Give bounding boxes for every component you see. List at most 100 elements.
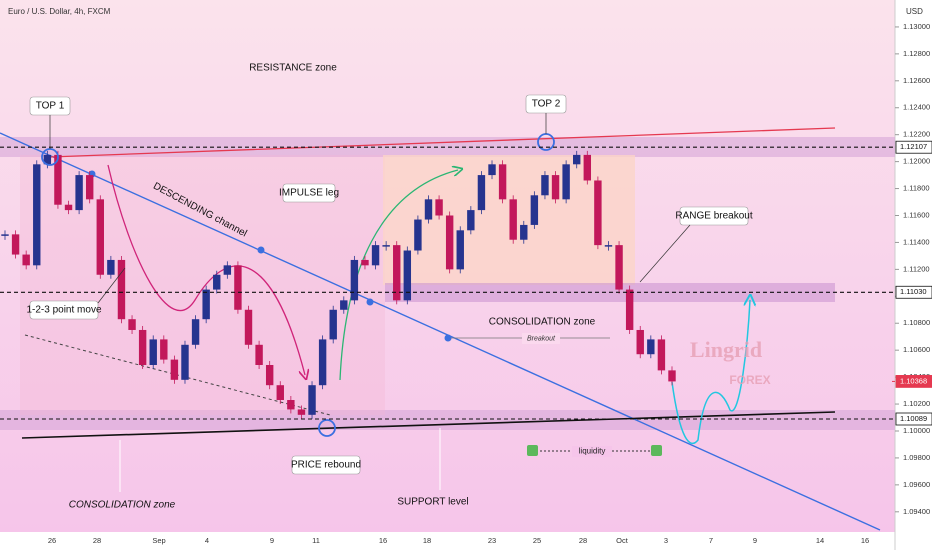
candle	[96, 199, 104, 275]
y-tick-label: 1.12800	[903, 49, 930, 58]
candle	[583, 154, 592, 181]
x-tick-label: 4	[205, 536, 209, 545]
candle	[477, 175, 486, 211]
candle	[149, 339, 157, 365]
rebound-marker	[318, 419, 336, 437]
annotation: CONSOLIDATION zone	[69, 500, 176, 511]
annotation: RESISTANCE zone	[249, 63, 337, 74]
annotation: RANGE breakout	[675, 211, 752, 222]
candle	[520, 224, 528, 240]
candle	[318, 339, 327, 386]
x-tick-label: 23	[488, 536, 496, 545]
y-tick-label: 1.10000	[903, 426, 930, 435]
pivot	[257, 246, 265, 254]
candle	[160, 339, 168, 360]
candle	[117, 259, 126, 320]
candle	[350, 259, 359, 301]
y-tick-label: 1.11200	[903, 264, 930, 273]
candle	[244, 309, 253, 345]
candle	[170, 359, 179, 380]
candle	[75, 175, 83, 211]
y-tick-label: 1.12400	[903, 103, 930, 112]
candle	[488, 164, 496, 176]
y-tick-label: 1.13000	[903, 22, 930, 31]
y-tick-label: 1.12600	[903, 76, 930, 85]
candles	[1, 150, 676, 419]
y-tick-label: 1.10200	[903, 399, 930, 408]
annotation: TOP 2	[532, 99, 561, 110]
candle	[424, 199, 433, 220]
annotation: IMPULSE leg	[279, 188, 339, 199]
x-tick-label: 7	[709, 536, 713, 545]
x-tick-label: 26	[48, 536, 56, 545]
label-box	[572, 446, 612, 457]
candle	[604, 245, 613, 247]
y-tick-label: 1.12000	[903, 157, 930, 166]
candle	[202, 289, 210, 320]
annotation: CONSOLIDATION zone	[489, 317, 596, 328]
candle	[128, 319, 136, 330]
y-tick-label: 1.12200	[903, 130, 930, 139]
label-box	[282, 183, 336, 203]
annotation: 1-2-3 point move	[26, 305, 101, 316]
candle	[181, 344, 189, 380]
projection	[671, 300, 750, 445]
y-tick-label: 1.11400	[903, 237, 930, 246]
annotation: liquidity	[579, 447, 606, 456]
candle	[22, 254, 30, 266]
x-tick-label: 28	[93, 536, 101, 545]
candle	[361, 259, 369, 266]
y-tick-label: 1.10600	[903, 345, 930, 354]
pivot	[444, 334, 452, 342]
level-label: 1.10089	[900, 414, 927, 423]
candle	[636, 329, 644, 355]
watermark: Lingrid	[690, 337, 762, 362]
level-label: 1.10368	[900, 376, 927, 385]
label-box	[291, 455, 361, 475]
candle	[647, 339, 655, 355]
candle	[541, 175, 549, 196]
candle	[1, 234, 9, 236]
time-axis-panel	[0, 532, 895, 550]
annotation: Breakout	[527, 335, 556, 342]
y-tick-label: 1.10800	[903, 318, 930, 327]
consolidation-box	[383, 155, 635, 285]
candle	[107, 259, 115, 275]
level-label-box	[895, 140, 932, 154]
x-tick-label: 25	[533, 536, 541, 545]
level-label-box	[895, 285, 932, 299]
annotation: SUPPORT level	[397, 497, 468, 508]
candle	[11, 234, 20, 255]
y-tick-label: 1.11800	[903, 184, 930, 193]
candle	[393, 245, 401, 301]
candle	[615, 245, 623, 290]
support-line	[21, 411, 836, 439]
candle	[340, 300, 348, 310]
y-tick-label: 1.09800	[903, 453, 930, 462]
pivot	[366, 298, 374, 306]
candle	[265, 364, 274, 386]
candle	[530, 195, 539, 225]
annotation: PRICE rebound	[291, 460, 361, 471]
candle	[445, 215, 454, 270]
candle	[297, 409, 306, 415]
candle	[382, 245, 390, 247]
level-label-box	[895, 412, 932, 426]
candle	[594, 180, 602, 246]
candle	[33, 164, 41, 266]
candle	[308, 385, 316, 415]
annotation: TOP 1	[36, 101, 65, 112]
label-box	[29, 300, 99, 320]
candle	[657, 339, 666, 371]
candle	[276, 385, 284, 401]
candle	[414, 219, 422, 251]
y-tick-label: 1.11600	[903, 210, 930, 219]
level-label: 1.11030	[900, 287, 927, 296]
candle	[551, 175, 560, 200]
price-axis-panel	[895, 0, 932, 550]
x-tick-label: 11	[312, 536, 320, 545]
symbol-title: Euro / U.S. Dollar, 4h, FXCM	[8, 7, 111, 16]
x-tick-label: 9	[753, 536, 757, 545]
support-band	[0, 410, 895, 430]
